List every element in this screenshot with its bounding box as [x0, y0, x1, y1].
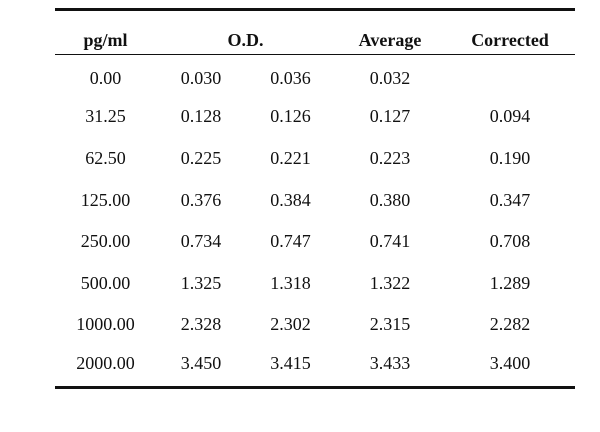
- cell-corrected: 2.282: [489, 314, 531, 335]
- cell-concentration: 0.00: [89, 68, 122, 89]
- cell-average: 0.741: [369, 231, 411, 252]
- cell-concentration: 1000.00: [76, 314, 135, 335]
- cell-corrected: 0.708: [489, 231, 531, 252]
- table-row: 0.00 0.030 0.036 0.032: [55, 55, 575, 97]
- table-row: 250.00 0.734 0.747 0.741 0.708: [55, 221, 575, 263]
- cell-concentration: 500.00: [80, 272, 131, 293]
- cell-od-2: 0.221: [270, 147, 311, 168]
- standard-curve-table-container: pg/ml O.D. Average Corrected 0.00 0.030 …: [55, 8, 575, 389]
- cell-od-1: 0.030: [180, 68, 222, 89]
- cell-od-1: 2.328: [180, 314, 222, 335]
- cell-od-2: 2.302: [270, 314, 311, 335]
- table-row: 31.25 0.128 0.126 0.127 0.094: [55, 96, 575, 138]
- cell-od-1: 0.734: [180, 231, 222, 252]
- table-header: pg/ml O.D. Average Corrected: [55, 9, 575, 55]
- table-row: 125.00 0.376 0.384 0.380 0.347: [55, 179, 575, 221]
- cell-od-2: 1.318: [270, 272, 311, 293]
- cell-od-1: 0.376: [180, 189, 222, 210]
- standard-curve-table: pg/ml O.D. Average Corrected 0.00 0.030 …: [55, 8, 575, 389]
- cell-corrected: 0.347: [489, 189, 531, 210]
- cell-od-1: 0.128: [180, 106, 222, 127]
- cell-od-1: 3.450: [180, 353, 222, 374]
- cell-corrected: 0.094: [489, 106, 531, 127]
- cell-concentration: 2000.00: [76, 353, 135, 374]
- cell-average: 0.032: [369, 68, 411, 89]
- table-row: 1000.00 2.328 2.302 2.315 2.282: [55, 304, 575, 346]
- cell-od-2: 3.415: [270, 353, 311, 374]
- cell-od-1: 1.325: [180, 272, 222, 293]
- header-corrected: Corrected: [471, 30, 549, 50]
- cell-average: 2.315: [369, 314, 411, 335]
- cell-average: 3.433: [369, 353, 411, 374]
- header-concentration: pg/ml: [83, 30, 128, 50]
- header-average: Average: [358, 30, 422, 50]
- cell-corrected: 1.289: [489, 272, 531, 293]
- cell-average: 1.322: [369, 272, 411, 293]
- header-row: pg/ml O.D. Average Corrected: [55, 10, 575, 55]
- cell-concentration: 31.25: [85, 106, 126, 127]
- cell-concentration: 62.50: [85, 147, 126, 168]
- cell-od-2: 0.747: [270, 231, 311, 252]
- table-row: 500.00 1.325 1.318 1.322 1.289: [55, 262, 575, 304]
- cell-corrected: 3.400: [489, 353, 531, 374]
- cell-concentration: 250.00: [80, 231, 131, 252]
- table-row: 62.50 0.225 0.221 0.223 0.190: [55, 138, 575, 180]
- cell-average: 0.127: [369, 106, 411, 127]
- table-row: 2000.00 3.450 3.415 3.433 3.400: [55, 346, 575, 388]
- cell-od-2: 0.036: [270, 68, 311, 89]
- header-od: O.D.: [227, 30, 264, 50]
- cell-od-2: 0.384: [270, 189, 311, 210]
- cell-od-1: 0.225: [180, 147, 222, 168]
- table-body: 0.00 0.030 0.036 0.032 31.25 0.128 0.126…: [55, 55, 575, 388]
- cell-average: 0.380: [369, 189, 411, 210]
- cell-od-2: 0.126: [270, 106, 311, 127]
- cell-concentration: 125.00: [80, 189, 131, 210]
- cell-average: 0.223: [369, 147, 411, 168]
- cell-corrected: 0.190: [489, 147, 531, 168]
